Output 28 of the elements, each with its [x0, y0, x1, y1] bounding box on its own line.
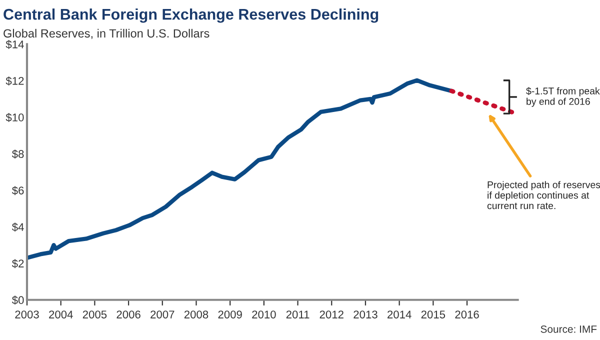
x-tick-label: 2004 [49, 310, 73, 318]
x-tick-label: 2007 [150, 310, 174, 318]
y-tick-label: $4 [12, 222, 24, 232]
x-tick-label: 2014 [388, 310, 412, 318]
x-tick-label: 2006 [116, 310, 140, 318]
x-tick-label: 2003 [15, 310, 39, 318]
x-tick-label: 2016 [455, 310, 479, 318]
chart-subtitle: Global Reserves, in Trillion U.S. Dollars [4, 28, 210, 39]
x-tick-label: 2008 [184, 310, 208, 318]
x-tick-label: 2010 [252, 310, 276, 318]
source-note: Source: IMF [540, 325, 597, 333]
x-tick-label: 2015 [421, 310, 446, 318]
x-tick-label: 2012 [320, 310, 344, 318]
x-tick-label: 2005 [82, 310, 107, 318]
y-tick-label: $8 [12, 150, 24, 159]
y-tick-label: $10 [6, 113, 24, 122]
y-tick-label: $2 [12, 259, 24, 268]
chart-title: Central Bank Foreign Exchange Reserves Declining [4, 8, 378, 23]
x-tick-label: 2009 [218, 310, 242, 318]
y-tick-label: $14 [6, 40, 24, 49]
y-tick-label: $6 [12, 186, 24, 196]
text: $-1.5T from peak by end of 2016 [526, 87, 600, 107]
x-tick-label: 2013 [354, 310, 378, 318]
x-tick-label: 2011 [286, 310, 310, 318]
y-tick-label: $12 [6, 76, 24, 86]
line-series [27, 78, 454, 260]
annotation: Projected path of reserves if depletion continues at current run rate. [487, 181, 600, 210]
y-tick-label: $0 [12, 296, 24, 305]
